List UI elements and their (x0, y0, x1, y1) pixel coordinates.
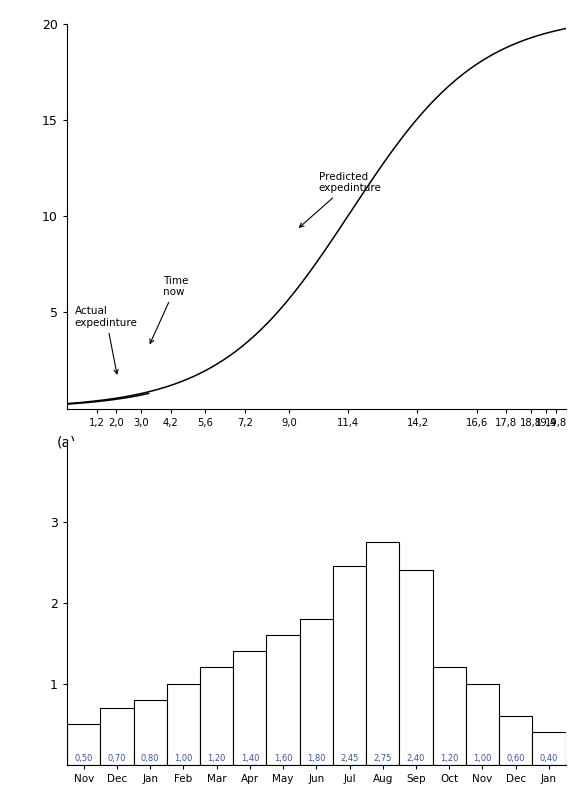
Text: Time
now: Time now (150, 276, 189, 343)
Text: 2,75: 2,75 (374, 754, 392, 764)
Text: 2,45: 2,45 (340, 754, 359, 764)
Bar (100, 708, 134, 765)
Bar (200, 667, 233, 765)
Text: 0,60: 0,60 (507, 754, 525, 764)
Bar (233, 651, 266, 765)
Bar (532, 732, 566, 765)
Bar (366, 542, 399, 765)
Text: 1,20: 1,20 (440, 754, 458, 764)
Bar (67, 724, 100, 765)
Text: 1,00: 1,00 (473, 754, 491, 764)
Text: 1,80: 1,80 (307, 754, 325, 764)
Bar (167, 684, 200, 765)
Bar (333, 566, 366, 765)
Bar (300, 619, 333, 765)
Bar (466, 684, 499, 765)
Text: 1,60: 1,60 (274, 754, 292, 764)
Text: (a): (a) (57, 435, 76, 450)
Text: 2,40: 2,40 (407, 754, 425, 764)
Text: 0,50: 0,50 (75, 754, 93, 764)
Bar (134, 700, 167, 765)
Bar (499, 716, 532, 765)
Bar (433, 667, 466, 765)
Text: 1,20: 1,20 (208, 754, 226, 764)
Text: 0,40: 0,40 (540, 754, 558, 764)
Text: 0,80: 0,80 (141, 754, 159, 764)
Text: 1,40: 1,40 (241, 754, 259, 764)
Bar (399, 570, 433, 765)
Text: 1,00: 1,00 (174, 754, 192, 764)
Text: Actual
expedinture: Actual expedinture (75, 307, 138, 374)
Bar (266, 635, 300, 765)
Text: 0,70: 0,70 (108, 754, 126, 764)
Text: Predicted
expedinture: Predicted expedinture (300, 172, 382, 227)
